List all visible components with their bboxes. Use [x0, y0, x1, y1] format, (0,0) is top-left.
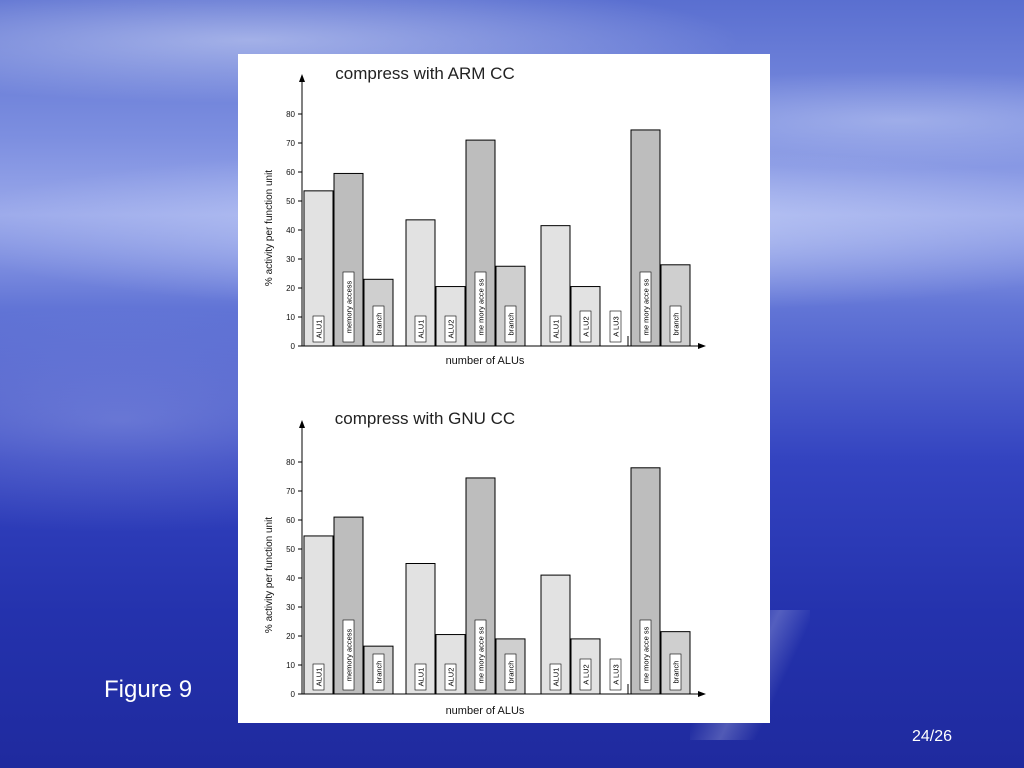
bar-label-box	[444, 663, 457, 691]
bar-label: ALU1	[552, 668, 561, 687]
bar-label: branch	[672, 661, 681, 684]
figure-label: Figure 9	[104, 676, 193, 703]
y-tick-label: 50	[286, 545, 295, 554]
y-tick-label: 10	[286, 313, 295, 322]
bar-label-box	[312, 663, 325, 691]
bar-label: ALU1	[315, 320, 324, 339]
bar-label-box	[504, 653, 517, 691]
y-tick-label: 60	[286, 516, 295, 525]
bar-label: branch	[375, 313, 384, 336]
y-tick-label: 80	[286, 110, 295, 119]
page-number: 24/26	[912, 728, 953, 745]
y-tick-label: 50	[286, 197, 295, 206]
bar-label: ALU1	[417, 668, 426, 687]
bar-label-box	[639, 619, 652, 691]
y-tick-label: 10	[286, 661, 295, 670]
bar-label-box	[444, 315, 457, 343]
bar-label: me mory acce ss	[642, 278, 651, 335]
chart-title: compress with ARM CC	[335, 64, 514, 83]
bar-label: branch	[507, 661, 516, 684]
bar-label: ALU1	[315, 668, 324, 687]
charts-svg: compress with ARM CC 0 10 20 30 40 50 60 70 80 % a…	[264, 64, 706, 717]
y-tick-label: 20	[286, 632, 295, 641]
bar-label: branch	[672, 313, 681, 336]
bar-label: ALU2	[447, 320, 456, 339]
y-tick-label: 20	[286, 284, 295, 293]
bar-label-box	[579, 658, 592, 691]
bar-label: ALU2	[447, 668, 456, 687]
bar-label: A LU2	[582, 664, 591, 684]
y-tick-label: 70	[286, 139, 295, 148]
bar-label: branch	[507, 313, 516, 336]
bar-label-box	[549, 315, 562, 343]
bar-label: me mory acce ss	[477, 278, 486, 335]
chart-title: compress with GNU CC	[335, 409, 515, 428]
bar-label-box	[342, 619, 355, 691]
bar-label: A LU3	[612, 316, 621, 336]
y-tick-label: 30	[286, 603, 295, 612]
y-tick-label: 80	[286, 458, 295, 467]
bar-label-box	[609, 658, 622, 691]
bar-label-box	[342, 271, 355, 343]
bar-label-box	[312, 315, 325, 343]
bar-label-box	[414, 315, 427, 343]
bar-label-box	[609, 310, 622, 343]
bar-label: A LU3	[612, 664, 621, 684]
bar-label: branch	[375, 661, 384, 684]
bar-label-box	[474, 619, 487, 691]
bar-label-box	[504, 305, 517, 343]
y-axis-label: % activity per function unit	[264, 517, 275, 633]
y-tick-label: 60	[286, 168, 295, 177]
bar-label-box	[669, 653, 682, 691]
bar-label: me mory acce ss	[477, 626, 486, 683]
x-axis-label: number of ALUs	[446, 355, 525, 367]
y-axis-label: % activity per function unit	[264, 170, 275, 286]
y-tick-label: 0	[291, 342, 296, 351]
bar-label-box	[639, 271, 652, 343]
bar-label-box	[474, 271, 487, 343]
bar-label-box	[579, 310, 592, 343]
y-tick-label: 30	[286, 255, 295, 264]
y-tick-label: 40	[286, 226, 295, 235]
x-axis-label: number of ALUs	[446, 705, 525, 717]
bar-label-box	[414, 663, 427, 691]
bar-label-box	[549, 663, 562, 691]
y-tick-label: 40	[286, 574, 295, 583]
bar-label: ALU1	[552, 320, 561, 339]
bar-label: ALU1	[417, 320, 426, 339]
bar-label: me mory acce ss	[642, 626, 651, 683]
bar-label-box	[669, 305, 682, 343]
y-axis-arrow	[299, 74, 305, 82]
bar-label: memory access	[345, 628, 354, 681]
bar-label: memory access	[345, 280, 354, 333]
bar-label: A LU2	[582, 316, 591, 336]
bar-label-box	[372, 305, 385, 343]
y-tick-label: 0	[291, 690, 296, 699]
y-tick-label: 70	[286, 487, 295, 496]
x-axis-arrow	[698, 691, 706, 697]
bar-alu	[540, 225, 571, 347]
bar-label-box	[372, 653, 385, 691]
figure-panel: compress with ARM CC 0 10 20 30 40 50 60 70 80 % a…	[238, 54, 770, 723]
y-axis-arrow	[299, 420, 305, 428]
x-axis-arrow	[698, 343, 706, 349]
